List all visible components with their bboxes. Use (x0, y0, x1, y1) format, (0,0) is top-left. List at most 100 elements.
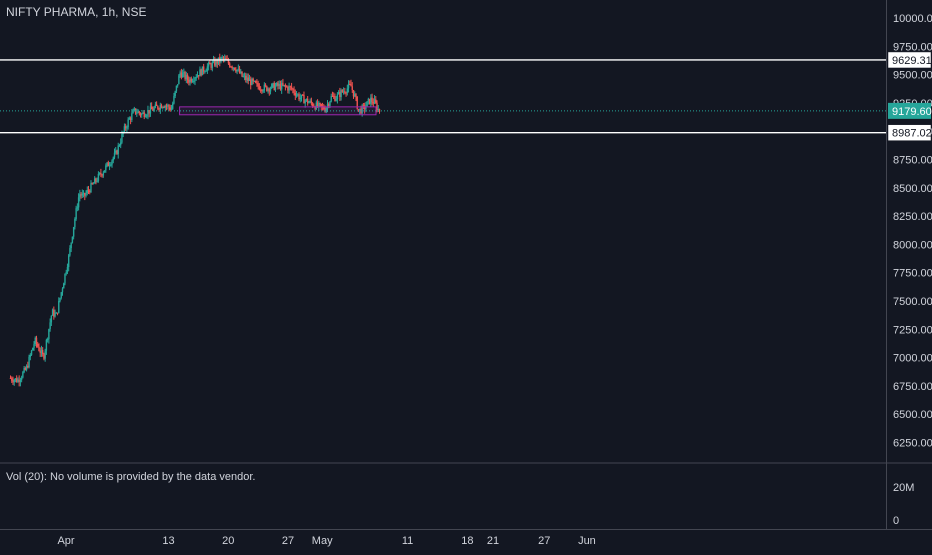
candle (169, 104, 171, 112)
candle (70, 242, 72, 253)
candle-body (136, 113, 138, 115)
candle (29, 353, 32, 361)
candle-body (271, 84, 273, 89)
candle (189, 77, 191, 86)
candle-body (143, 112, 145, 118)
candle (69, 245, 71, 257)
candle-body (200, 69, 202, 76)
candle (347, 80, 350, 93)
candle-body (325, 107, 327, 112)
candle (127, 117, 129, 130)
candle (111, 159, 113, 168)
candle (205, 68, 207, 72)
candle-body (118, 145, 121, 147)
candle (53, 306, 55, 320)
candle (283, 84, 285, 87)
candle (243, 72, 246, 81)
candle-body (314, 106, 316, 110)
candle (56, 312, 59, 316)
time-axis[interactable]: Apr 13 20 27 May 11 18 21 27 Jun (57, 535, 595, 547)
candle (123, 123, 126, 134)
candle-body (344, 91, 346, 93)
candle-body (323, 106, 325, 110)
candle-body (214, 59, 216, 66)
candle-body (342, 91, 345, 93)
candle (75, 205, 77, 221)
candle-body (300, 94, 303, 98)
x-tick-label: May (312, 535, 333, 547)
candle (355, 93, 357, 102)
candle (303, 91, 305, 104)
candle-body (349, 84, 351, 86)
candle-body (372, 101, 375, 104)
candle-body (111, 160, 113, 165)
candle (30, 349, 33, 356)
candle-body (181, 73, 184, 78)
candle (22, 370, 24, 379)
candle (117, 142, 119, 159)
candle-body (306, 98, 309, 104)
y-tick-label: 7750.00 (893, 268, 932, 280)
candle-body (324, 109, 326, 112)
candle (235, 67, 237, 73)
candle-body (55, 312, 58, 314)
levels-layer (0, 59, 887, 134)
candle-body (250, 79, 252, 86)
candle (106, 162, 108, 168)
candle-body (59, 297, 61, 302)
candle-body (76, 207, 79, 209)
candle-body (28, 356, 30, 368)
candle (13, 378, 15, 386)
candle (168, 104, 170, 112)
candle (280, 80, 283, 94)
candle (79, 189, 81, 202)
candle-body (339, 92, 341, 98)
price-axis[interactable]: 10000.009750.009500.009250.009000.008750… (893, 13, 932, 450)
candle (102, 170, 105, 178)
candle-body (11, 378, 13, 381)
candle-body (146, 115, 148, 117)
candle-body (206, 66, 209, 71)
candle-body (80, 194, 82, 196)
candle-body (262, 90, 264, 92)
candle-body (304, 100, 306, 104)
candle (302, 94, 304, 96)
candle (289, 85, 292, 91)
candle-body (198, 75, 200, 77)
candle-body (375, 99, 377, 103)
support-zone-box[interactable] (179, 106, 377, 116)
candle-body (246, 77, 248, 80)
candle (358, 108, 361, 115)
candle (258, 83, 261, 91)
candle (227, 57, 230, 66)
candle-body (50, 315, 53, 323)
candle-body (30, 350, 33, 355)
candle-body (71, 236, 74, 243)
candle (14, 378, 17, 383)
candle (141, 112, 143, 118)
candle-body (66, 267, 69, 273)
candle-body (86, 189, 88, 194)
candle (240, 69, 242, 75)
x-tick-label: 20 (222, 535, 234, 547)
candle-body (53, 309, 55, 317)
candle-body (106, 162, 108, 166)
candle (172, 101, 174, 110)
candle-body (190, 78, 192, 82)
candle-body (128, 118, 131, 120)
candle (63, 282, 65, 289)
candle (45, 338, 48, 355)
y-tick-label: 8750.00 (893, 155, 932, 167)
y-tick-label: 6250.00 (893, 438, 932, 450)
candle-body (207, 62, 210, 67)
candle-body (58, 301, 60, 313)
candle-body (355, 94, 357, 97)
candle (190, 76, 192, 84)
candle (288, 82, 290, 94)
candle (334, 93, 336, 102)
candle-body (107, 162, 110, 167)
candle (373, 95, 376, 105)
symbol-label: NIFTY PHARMA, 1h, NSE (6, 5, 146, 19)
